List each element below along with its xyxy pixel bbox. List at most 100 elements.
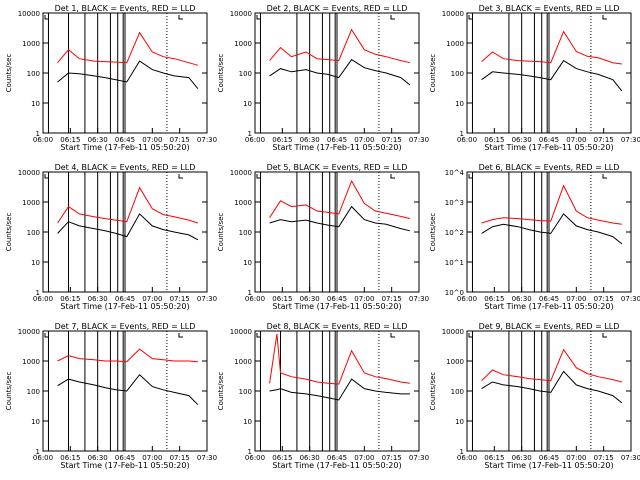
y-tick-label: 1	[248, 130, 252, 138]
panel-4: 1 10 100 1000 10000 06:00 06:15 06:30 06:45 07:00…	[5, 163, 217, 311]
y-tick-label: 1000	[446, 358, 464, 366]
y-tick-label: 10000	[442, 10, 464, 18]
x-tick-label: 06:30	[512, 454, 532, 462]
y-tick-label: 100	[451, 70, 464, 78]
series-lld-line	[269, 333, 410, 385]
x-tick-label: 07:30	[621, 136, 640, 144]
series-events-line	[269, 58, 411, 86]
x-tick-label: 06:00	[457, 295, 477, 303]
x-axis-label: Start Time (17-Feb-11 05:50:20)	[484, 143, 613, 152]
x-tick-label: 07:00	[566, 136, 586, 144]
x-tick-label: 06:45	[327, 295, 347, 303]
x-tick-label: 06:45	[539, 295, 559, 303]
x-tick-label: 06:00	[245, 136, 265, 144]
panel-7: 1 10 100 1000 10000 06:00 06:15 06:30 06:45 07:00…	[5, 322, 217, 470]
y-tick-label: 1000	[446, 40, 464, 48]
y-tick-label: 1000	[234, 199, 252, 207]
corner-mark	[256, 174, 261, 179]
y-axis-label: Counts/sec	[5, 213, 13, 252]
y-tick-label: 1	[460, 130, 464, 138]
x-tick-label: 06:15	[272, 454, 292, 462]
y-tick-label: 10^4	[445, 169, 465, 177]
x-tick-label: 07:30	[409, 454, 429, 462]
panel-title: Det 3, BLACK = Events, RED = LLD	[479, 4, 620, 13]
series-lld-line	[57, 348, 198, 363]
y-tick-label: 100	[451, 388, 464, 396]
x-tick-label: 07:15	[382, 454, 402, 462]
corner-mark	[602, 15, 607, 20]
y-tick-label: 10	[455, 418, 464, 426]
x-tick-label: 06:45	[115, 454, 135, 462]
x-axis-label: Start Time (17-Feb-11 05:50:20)	[484, 461, 613, 470]
series-events-line	[57, 60, 199, 90]
y-tick-label: 1000	[22, 358, 40, 366]
x-tick-label: 07:15	[594, 454, 614, 462]
panel-6: 10^0 10^1 10^2 10^3 10^4 06:00 06:15 06:30 06:45…	[429, 163, 640, 311]
x-tick-label: 07:30	[621, 454, 640, 462]
y-axis-label: Counts/sec	[429, 372, 437, 411]
x-axis-label: Start Time (17-Feb-11 05:50:20)	[272, 143, 401, 152]
x-tick-label: 06:00	[33, 454, 53, 462]
x-tick-label: 06:45	[539, 136, 559, 144]
corner-mark	[44, 333, 49, 338]
corner-mark	[390, 333, 395, 338]
panel-title: Det 1, BLACK = Events, RED = LLD	[55, 4, 196, 13]
y-tick-label: 10	[455, 100, 464, 108]
y-axis-label: Counts/sec	[217, 213, 225, 252]
y-tick-label: 10000	[18, 328, 40, 336]
x-tick-label: 06:00	[457, 454, 477, 462]
y-tick-label: 100	[27, 229, 40, 237]
x-tick-label: 07:15	[170, 136, 190, 144]
y-tick-label: 100	[239, 388, 252, 396]
y-tick-label: 1	[36, 448, 40, 456]
x-axis-label: Start Time (17-Feb-11 05:50:20)	[272, 461, 401, 470]
y-tick-label: 1	[460, 448, 464, 456]
x-tick-label: 06:30	[88, 295, 108, 303]
series-lld-line	[57, 31, 199, 66]
panel-1: 1 10 100 1000 10000 06:00 06:15 06:30 06:45 07:00…	[5, 4, 217, 152]
corner-mark	[390, 15, 395, 20]
x-tick-label: 06:45	[539, 454, 559, 462]
series-events-line	[481, 213, 623, 245]
y-tick-label: 10	[243, 100, 252, 108]
x-tick-label: 07:30	[197, 295, 217, 303]
series-lld-line	[57, 186, 199, 224]
x-tick-label: 06:30	[300, 295, 320, 303]
series-lld-line	[269, 28, 411, 64]
x-tick-label: 06:15	[60, 136, 80, 144]
x-tick-label: 07:00	[354, 454, 374, 462]
y-tick-label: 1	[36, 130, 40, 138]
x-tick-label: 06:45	[327, 136, 347, 144]
x-tick-label: 06:30	[88, 136, 108, 144]
y-tick-label: 10000	[18, 169, 40, 177]
corner-mark	[468, 15, 473, 20]
y-tick-label: 10	[243, 259, 252, 267]
x-tick-label: 06:00	[33, 136, 53, 144]
x-tick-label: 06:45	[327, 454, 347, 462]
corner-mark	[602, 333, 607, 338]
x-tick-label: 07:00	[142, 295, 162, 303]
series-lld-line	[269, 179, 411, 220]
y-tick-label: 100	[27, 388, 40, 396]
x-tick-label: 07:15	[170, 454, 190, 462]
corner-mark	[178, 15, 183, 20]
corner-mark	[256, 15, 261, 20]
series-lld-line	[481, 348, 623, 383]
panel-title: Det 5, BLACK = Events, RED = LLD	[267, 163, 408, 172]
x-tick-label: 06:45	[115, 295, 135, 303]
corner-mark	[256, 333, 261, 338]
x-tick-label: 06:15	[60, 295, 80, 303]
x-tick-label: 06:15	[272, 295, 292, 303]
y-tick-label: 10000	[442, 328, 464, 336]
corner-mark	[178, 174, 183, 179]
series-events-line	[269, 205, 411, 232]
x-tick-label: 07:00	[354, 295, 374, 303]
x-tick-label: 07:15	[382, 136, 402, 144]
series-events-line	[57, 213, 199, 241]
series-events-line	[481, 59, 623, 92]
panel-5: 1 10 100 1000 10000 06:00 06:15 06:30 06:45 07:00…	[217, 163, 429, 311]
x-tick-label: 06:15	[484, 136, 504, 144]
y-tick-label: 10000	[18, 10, 40, 18]
x-tick-label: 07:15	[594, 295, 614, 303]
corner-mark	[44, 174, 49, 179]
